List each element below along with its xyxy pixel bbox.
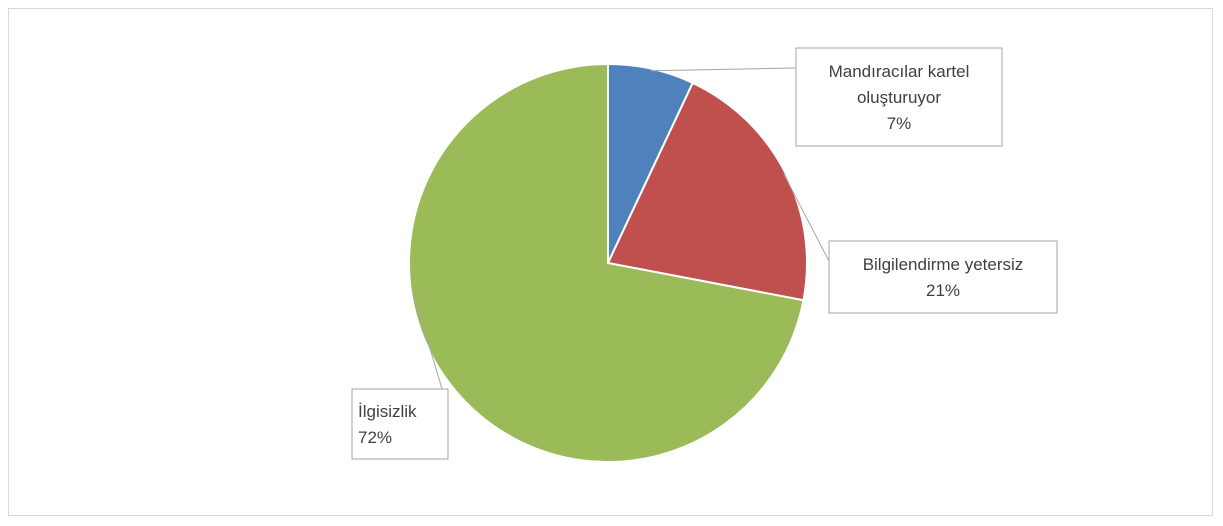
slice-label-mandraclar-kartel-olusturuyor-line-2: oluşturuyor (857, 88, 941, 107)
leader-line-bilgilendirme-yetersiz (783, 173, 830, 262)
callout-box-ilgisizlik (351, 388, 449, 460)
leader-line-mandraclar-kartel-olusturuyor (650, 67, 797, 72)
slice-label-bilgilendirme-yetersiz: Bilgilendirme yetersiz (863, 255, 1024, 274)
callout-box-bilgilendirme-yetersiz (828, 240, 1058, 314)
pie-slices (408, 62, 808, 463)
slice-label-mandraclar-kartel-olusturuyor-line-1: Mandıracılar kartel (829, 62, 970, 81)
slice-value-label-ilgisizlik: 72% (358, 428, 392, 447)
data-label-callouts: Mandıracılar kartel oluşturuyor 7% Bilgilen… (351, 47, 1058, 460)
slice-value-label-mandraclar-kartel-olusturuyor: 7% (887, 114, 912, 133)
pie-slice-bilgilendirme-yetersiz (606, 81, 808, 302)
callout-box-mandraclar-kartel-olusturuyor (795, 47, 1003, 147)
slice-value-label-bilgilendirme-yetersiz: 21% (926, 281, 960, 300)
slice-label-ilgisizlik: İlgisizlik (358, 402, 417, 421)
pie-slice-ilgisizlik (408, 62, 805, 463)
